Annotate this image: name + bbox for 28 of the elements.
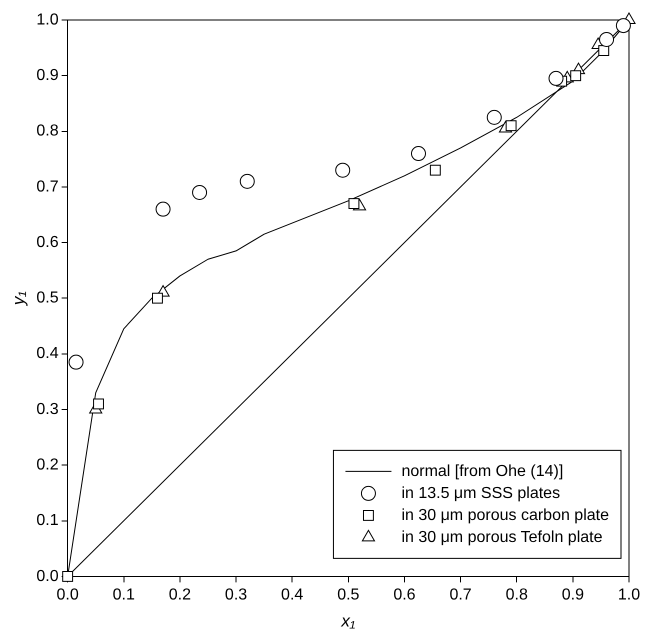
x-tick-label: 0.2 <box>168 586 192 604</box>
y-tick-label: 0.1 <box>36 512 59 530</box>
x-tick-label: 0.6 <box>393 586 416 604</box>
legend-label: in 13.5 μm SSS plates <box>401 484 560 502</box>
x-tick-label: 0.4 <box>281 586 304 604</box>
y-tick-label: 0.2 <box>36 456 59 474</box>
y-tick-label: 1.0 <box>36 11 59 28</box>
x-tick-label: 1.0 <box>618 586 640 604</box>
x-axis-title: x₁ <box>340 612 356 631</box>
x-tick-label: 0.1 <box>112 586 135 604</box>
x-tick-label: 0.8 <box>506 586 528 604</box>
legend-label: in 30 μm porous Tefoln plate <box>401 528 603 546</box>
legend-label: in 30 μm porous carbon plate <box>401 506 610 524</box>
x-tick-label: 0.9 <box>562 586 584 604</box>
y-tick-label: 0.8 <box>36 122 59 140</box>
legend-label: normal [from Ohe (14)] <box>401 462 564 480</box>
y-tick-label: 0.0 <box>36 568 59 585</box>
y-tick-label: 0.7 <box>36 178 59 196</box>
y-tick-label: 0.9 <box>36 67 59 84</box>
x-tick-label: 0.0 <box>56 586 79 604</box>
y-tick-label: 0.6 <box>36 234 59 251</box>
y-tick-label: 0.4 <box>36 345 59 362</box>
x-tick-label: 0.5 <box>337 586 360 604</box>
x-tick-label: 0.7 <box>449 586 472 604</box>
y-tick-label: 0.5 <box>36 290 59 307</box>
y-axis-title: y₁ <box>8 291 28 306</box>
x-tick-label: 0.3 <box>224 586 248 604</box>
y-tick-label: 0.3 <box>36 400 59 418</box>
